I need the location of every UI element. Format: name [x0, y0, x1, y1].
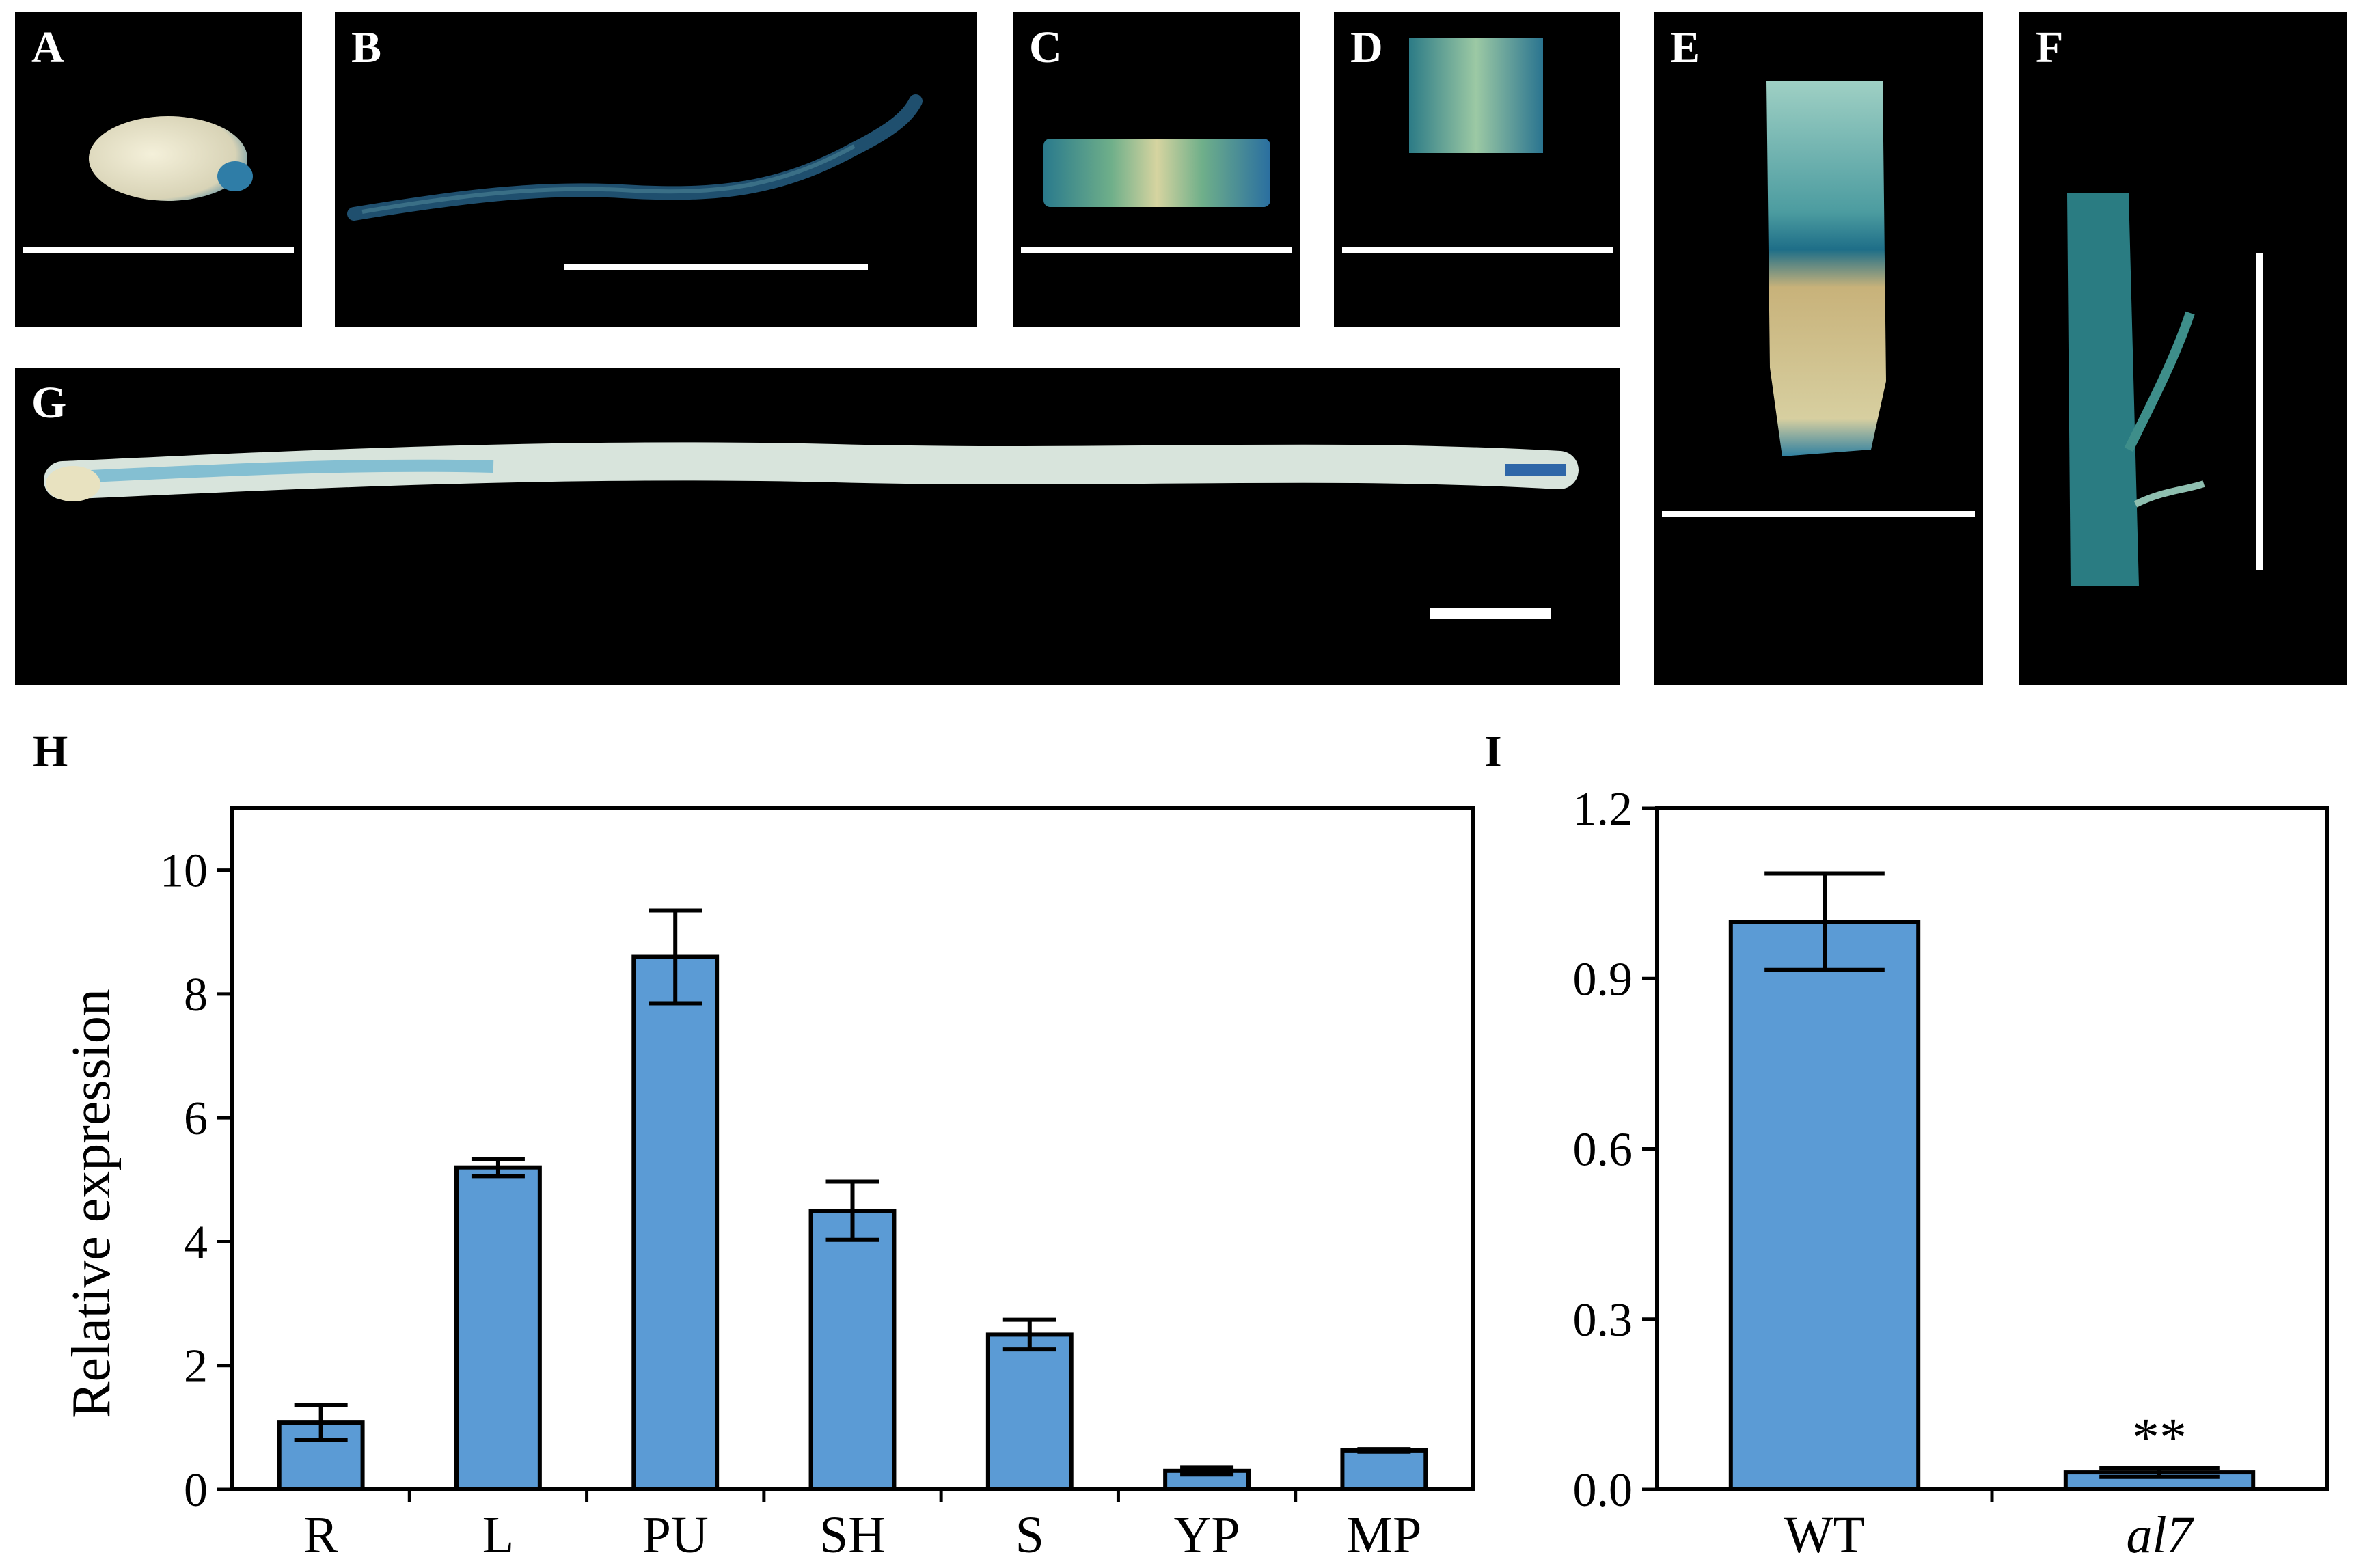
bar-al7 [2063, 1470, 2256, 1491]
y-tick-label: 0.3 [1573, 1294, 1633, 1347]
x-tick-label: S [1015, 1507, 1044, 1564]
sheath-segment-image [1409, 38, 1543, 153]
y-tick-label: 0.0 [1573, 1464, 1633, 1517]
y-tick-label: 0.9 [1573, 953, 1633, 1006]
stem-node-image [1766, 81, 1886, 456]
panel-label-f: F [2036, 23, 2064, 72]
y-axis-label: Relative expression [62, 989, 122, 1418]
photo-panel-c: C [1013, 12, 1300, 327]
photo-panel-a: A [15, 12, 302, 327]
x-tick-label: PU [642, 1507, 709, 1564]
y-tick-label: 4 [184, 1216, 208, 1269]
photo-panel-e: E [1654, 12, 1983, 685]
scale-bar-e [1662, 511, 1975, 517]
chart-i: 0.0 0.3 0.6 0.9 1.2 WT al7 ** [1573, 783, 2329, 1564]
panicle-image [44, 442, 1579, 501]
bar-sh [808, 1209, 897, 1491]
chart-label-h: H [33, 726, 68, 776]
x-tick-label: al7 [2126, 1507, 2194, 1564]
y-tick-label: 1.2 [1573, 783, 1633, 836]
scale-bar-g [1430, 608, 1551, 619]
seed-image [89, 116, 253, 201]
root-image [347, 94, 923, 221]
x-tick-label: R [303, 1507, 338, 1564]
photo-panel-g: G [15, 368, 1620, 685]
chart-h: 0 2 4 6 8 10 R L PU SH S YP MP Relative expression [62, 806, 1475, 1564]
significance-annotation: ** [2132, 1407, 2187, 1468]
bar-l [454, 1165, 542, 1491]
scale-bar-c [1021, 247, 1292, 253]
scale-bar-f [2256, 253, 2263, 570]
bar-wt [1728, 920, 1921, 1491]
x-tick-label: L [482, 1507, 514, 1564]
photo-panel-d: D [1334, 12, 1620, 327]
bar-pu [631, 954, 720, 1491]
chart-label-i: I [1484, 726, 1502, 776]
y-tick-label: 8 [184, 969, 208, 1021]
y-tick-label: 2 [184, 1340, 208, 1393]
x-tick-label: WT [1784, 1507, 1865, 1564]
panel-label-e: E [1670, 23, 1701, 72]
bar-mp [1340, 1448, 1428, 1492]
photo-panel-b: B [335, 12, 977, 327]
x-tick-label: YP [1173, 1507, 1240, 1564]
y-tick-label: 0 [184, 1464, 208, 1517]
scale-bar-d [1342, 247, 1613, 253]
bar-s [985, 1332, 1074, 1491]
photo-panel-f: F [2019, 12, 2347, 685]
tiller-image [2067, 193, 2205, 586]
y-tick-label: 10 [160, 845, 208, 898]
panel-label-b: B [351, 23, 382, 72]
scale-bar-a [23, 247, 294, 253]
y-tick-label: 0.6 [1573, 1124, 1633, 1177]
scale-bar-b [564, 264, 868, 270]
panel-label-g: G [31, 378, 67, 428]
panel-label-d: D [1350, 23, 1383, 72]
leaf-segment-image [1043, 139, 1270, 207]
x-tick-label: MP [1346, 1507, 1421, 1564]
panel-label-a: A [31, 23, 64, 72]
x-tick-label: SH [819, 1507, 886, 1564]
y-tick-label: 6 [184, 1092, 208, 1145]
panel-label-c: C [1029, 23, 1062, 72]
